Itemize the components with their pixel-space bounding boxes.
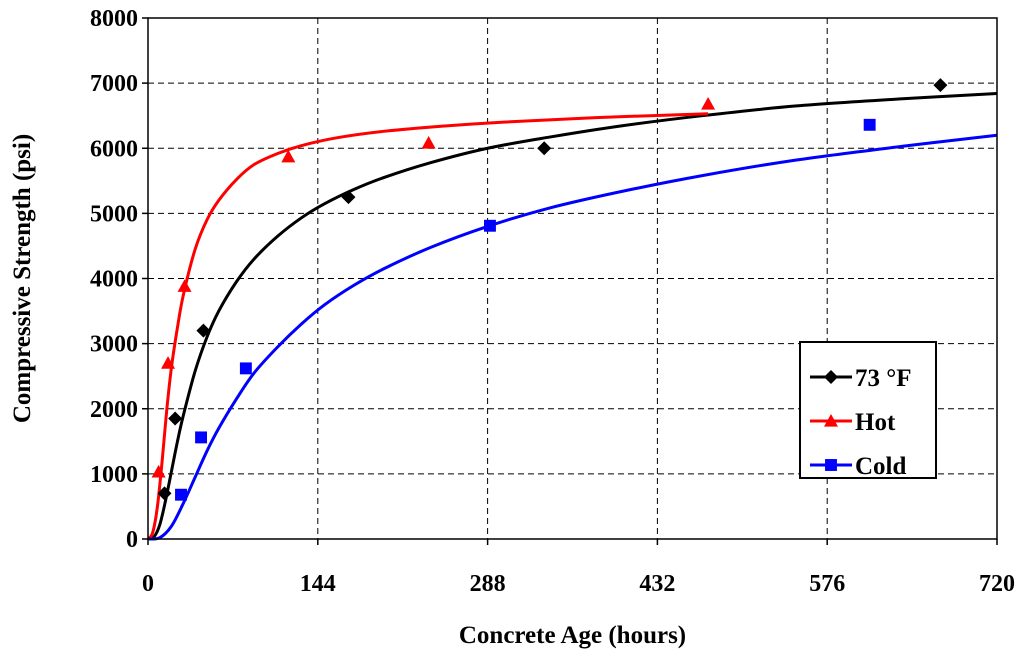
- data-point-diamond: [537, 141, 552, 156]
- x-tick-label: 144: [300, 571, 336, 597]
- data-point-square: [863, 118, 876, 131]
- data-point-square: [175, 488, 187, 501]
- x-axis-title: Concrete Age (hours): [459, 622, 686, 649]
- y-tick-label: 5000: [90, 201, 138, 227]
- y-tick-label: 6000: [90, 136, 138, 162]
- x-tick-label: 0: [142, 571, 154, 597]
- legend-label: Hot: [855, 409, 896, 436]
- data-point-triangle: [281, 149, 296, 163]
- data-point-square: [484, 219, 496, 232]
- legend-marker: [825, 459, 837, 471]
- y-tick-label: 3000: [90, 332, 138, 358]
- data-point-diamond: [196, 323, 211, 338]
- y-axis-title: Compressive Strength (psi): [9, 134, 36, 423]
- data-point-square: [239, 362, 252, 375]
- y-tick-label: 1000: [90, 462, 138, 488]
- legend-marker: [824, 370, 838, 384]
- data-point-triangle: [701, 96, 716, 110]
- data-point-triangle: [177, 279, 192, 292]
- data-point-square: [195, 431, 208, 444]
- data-point-diamond: [933, 78, 948, 93]
- x-tick-label: 576: [809, 571, 845, 597]
- legend-label: Cold: [855, 453, 907, 480]
- data-markers: [151, 78, 948, 501]
- x-tick-label: 288: [470, 571, 506, 597]
- data-point-diamond: [168, 411, 183, 426]
- fit-curve-2: [147, 133, 998, 541]
- legend-label: 73 °F: [855, 365, 912, 392]
- data-point-triangle: [161, 356, 176, 369]
- y-tick-label: 8000: [90, 6, 138, 32]
- fit-curve-0: [147, 92, 998, 541]
- fit-curves: [146, 92, 998, 541]
- legend: 73 °F Hot Cold: [799, 341, 937, 480]
- legend-marker: [824, 414, 838, 427]
- y-tick-label: 0: [126, 527, 138, 553]
- fit-curve-1: [146, 112, 709, 541]
- data-point-triangle: [421, 136, 436, 149]
- data-point-diamond: [341, 190, 356, 205]
- y-tick-label: 2000: [90, 397, 138, 423]
- legend-box: [799, 341, 937, 479]
- data-point-triangle: [151, 464, 166, 478]
- x-tick-label: 432: [639, 571, 675, 597]
- tick-labels: 0 144 288 432 576 720 0 1000 2000 3000 4000 5000 600…: [90, 6, 1015, 597]
- data-point-diamond: [157, 486, 172, 501]
- x-tick-label: 720: [979, 571, 1015, 597]
- y-tick-label: 4000: [90, 267, 138, 293]
- y-tick-label: 7000: [90, 71, 138, 97]
